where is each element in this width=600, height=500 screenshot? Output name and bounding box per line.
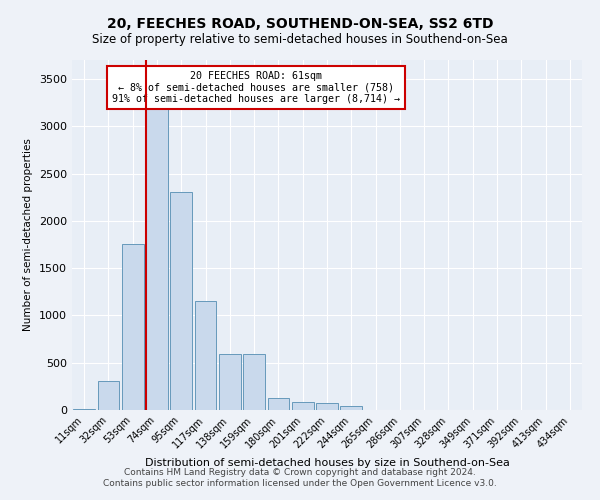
Bar (194, 301, 217, 410)
Text: Contains HM Land Registry data © Crown copyright and database right 2024.
Contai: Contains HM Land Registry data © Crown c… (103, 468, 497, 487)
Bar (219, 354, 241, 410)
Bar (73, 409, 95, 410)
Bar (146, 84, 168, 410)
Bar (316, 404, 338, 410)
Bar (340, 406, 362, 410)
Bar (243, 354, 265, 410)
Bar (268, 398, 289, 410)
Bar (122, 244, 143, 410)
Text: 20 FEECHES ROAD: 61sqm
← 8% of semi-detached houses are smaller (758)
91% of sem: 20 FEECHES ROAD: 61sqm ← 8% of semi-deta… (112, 70, 400, 104)
Bar (292, 402, 314, 410)
Bar (170, 192, 192, 410)
Y-axis label: Number of semi-detached properties: Number of semi-detached properties (23, 138, 34, 332)
Text: 20, FEECHES ROAD, SOUTHEND-ON-SEA, SS2 6TD: 20, FEECHES ROAD, SOUTHEND-ON-SEA, SS2 6… (107, 18, 493, 32)
Bar (97, 380, 119, 410)
Text: Size of property relative to semi-detached houses in Southend-on-Sea: Size of property relative to semi-detach… (92, 32, 508, 46)
X-axis label: Distribution of semi-detached houses by size in Southend-on-Sea: Distribution of semi-detached houses by … (145, 458, 509, 468)
